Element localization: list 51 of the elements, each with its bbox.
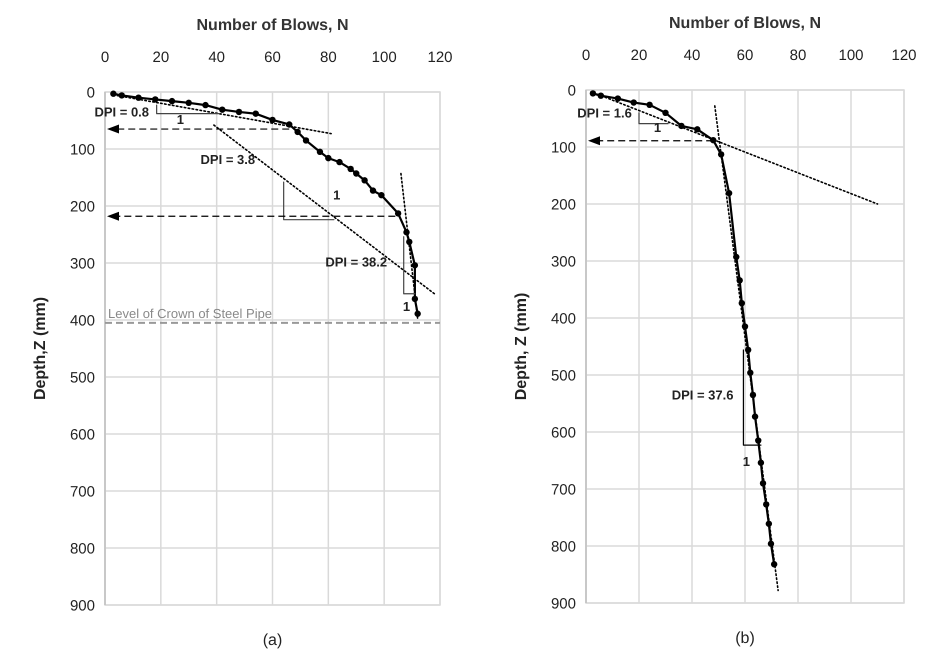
ref-line-label: Level of Crown of Steel Pipe (108, 306, 272, 321)
annotation: 1 (176, 112, 184, 127)
y-tick-label: 600 (70, 426, 95, 444)
x-tick-label: 0 (100, 49, 110, 66)
y-tick-label: 0 (568, 82, 576, 100)
x-tick-label: 40 (684, 47, 700, 64)
y-tick-label: 600 (550, 424, 576, 442)
text: (a) (262, 632, 282, 649)
y-tick-label: 900 (70, 597, 95, 614)
x-tick-label: 100 (372, 49, 397, 66)
x-tick-label: 20 (152, 49, 170, 66)
y-tick-label: 900 (550, 595, 576, 612)
annotation: 1 (742, 454, 750, 470)
annotation: DPI = 0.8 (94, 104, 150, 120)
annotation: DPI = 3.8 (200, 152, 256, 167)
x-tick-label: 0 (582, 47, 590, 64)
x-tick-label: 60 (736, 47, 754, 64)
x-tick-label: 80 (320, 49, 337, 66)
x-tick-label: 40 (208, 49, 226, 66)
y-tick-label: 0 (86, 84, 95, 102)
annotation: DPI = 37.6 (672, 388, 734, 402)
y-tick-label: 200 (550, 196, 576, 214)
chart-title: Number of Blows, N (668, 15, 822, 32)
y-tick-label: 800 (550, 538, 576, 556)
x-tick-label: 20 (630, 47, 648, 64)
chart-title: Number of Blows, N (196, 17, 349, 34)
x-tick-label: 120 (891, 47, 917, 64)
y-tick-label: 200 (70, 198, 95, 216)
y-tick-label: 100 (550, 139, 576, 156)
annotation: DPI = 38.2 (325, 254, 388, 270)
y-tick-label: 400 (550, 310, 576, 328)
y-tick-label: 300 (70, 255, 95, 272)
y-tick-label: 300 (550, 253, 576, 270)
annotation: 1 (402, 298, 410, 314)
annotation: DPI = 1.6 (577, 105, 632, 120)
y-tick-label: 700 (550, 481, 576, 498)
y-tick-label: 500 (70, 369, 95, 386)
x-tick-label: 120 (427, 49, 453, 66)
y-tick-label: 100 (70, 141, 95, 158)
text: (b) (735, 630, 755, 647)
y-tick-label: 700 (70, 483, 95, 500)
y-axis-title: Depth, Z (mm) (513, 292, 530, 400)
x-tick-label: 60 (264, 49, 281, 66)
y-tick-label: 400 (70, 312, 95, 330)
annotation: 1 (654, 120, 662, 136)
y-tick-label: 800 (70, 540, 95, 558)
y-axis-title: Depth,Z (mm) (32, 296, 49, 400)
y-tick-label: 500 (550, 367, 576, 384)
x-tick-label: 80 (790, 47, 806, 64)
x-tick-label: 100 (838, 47, 864, 64)
annotation: 1 (333, 188, 340, 203)
